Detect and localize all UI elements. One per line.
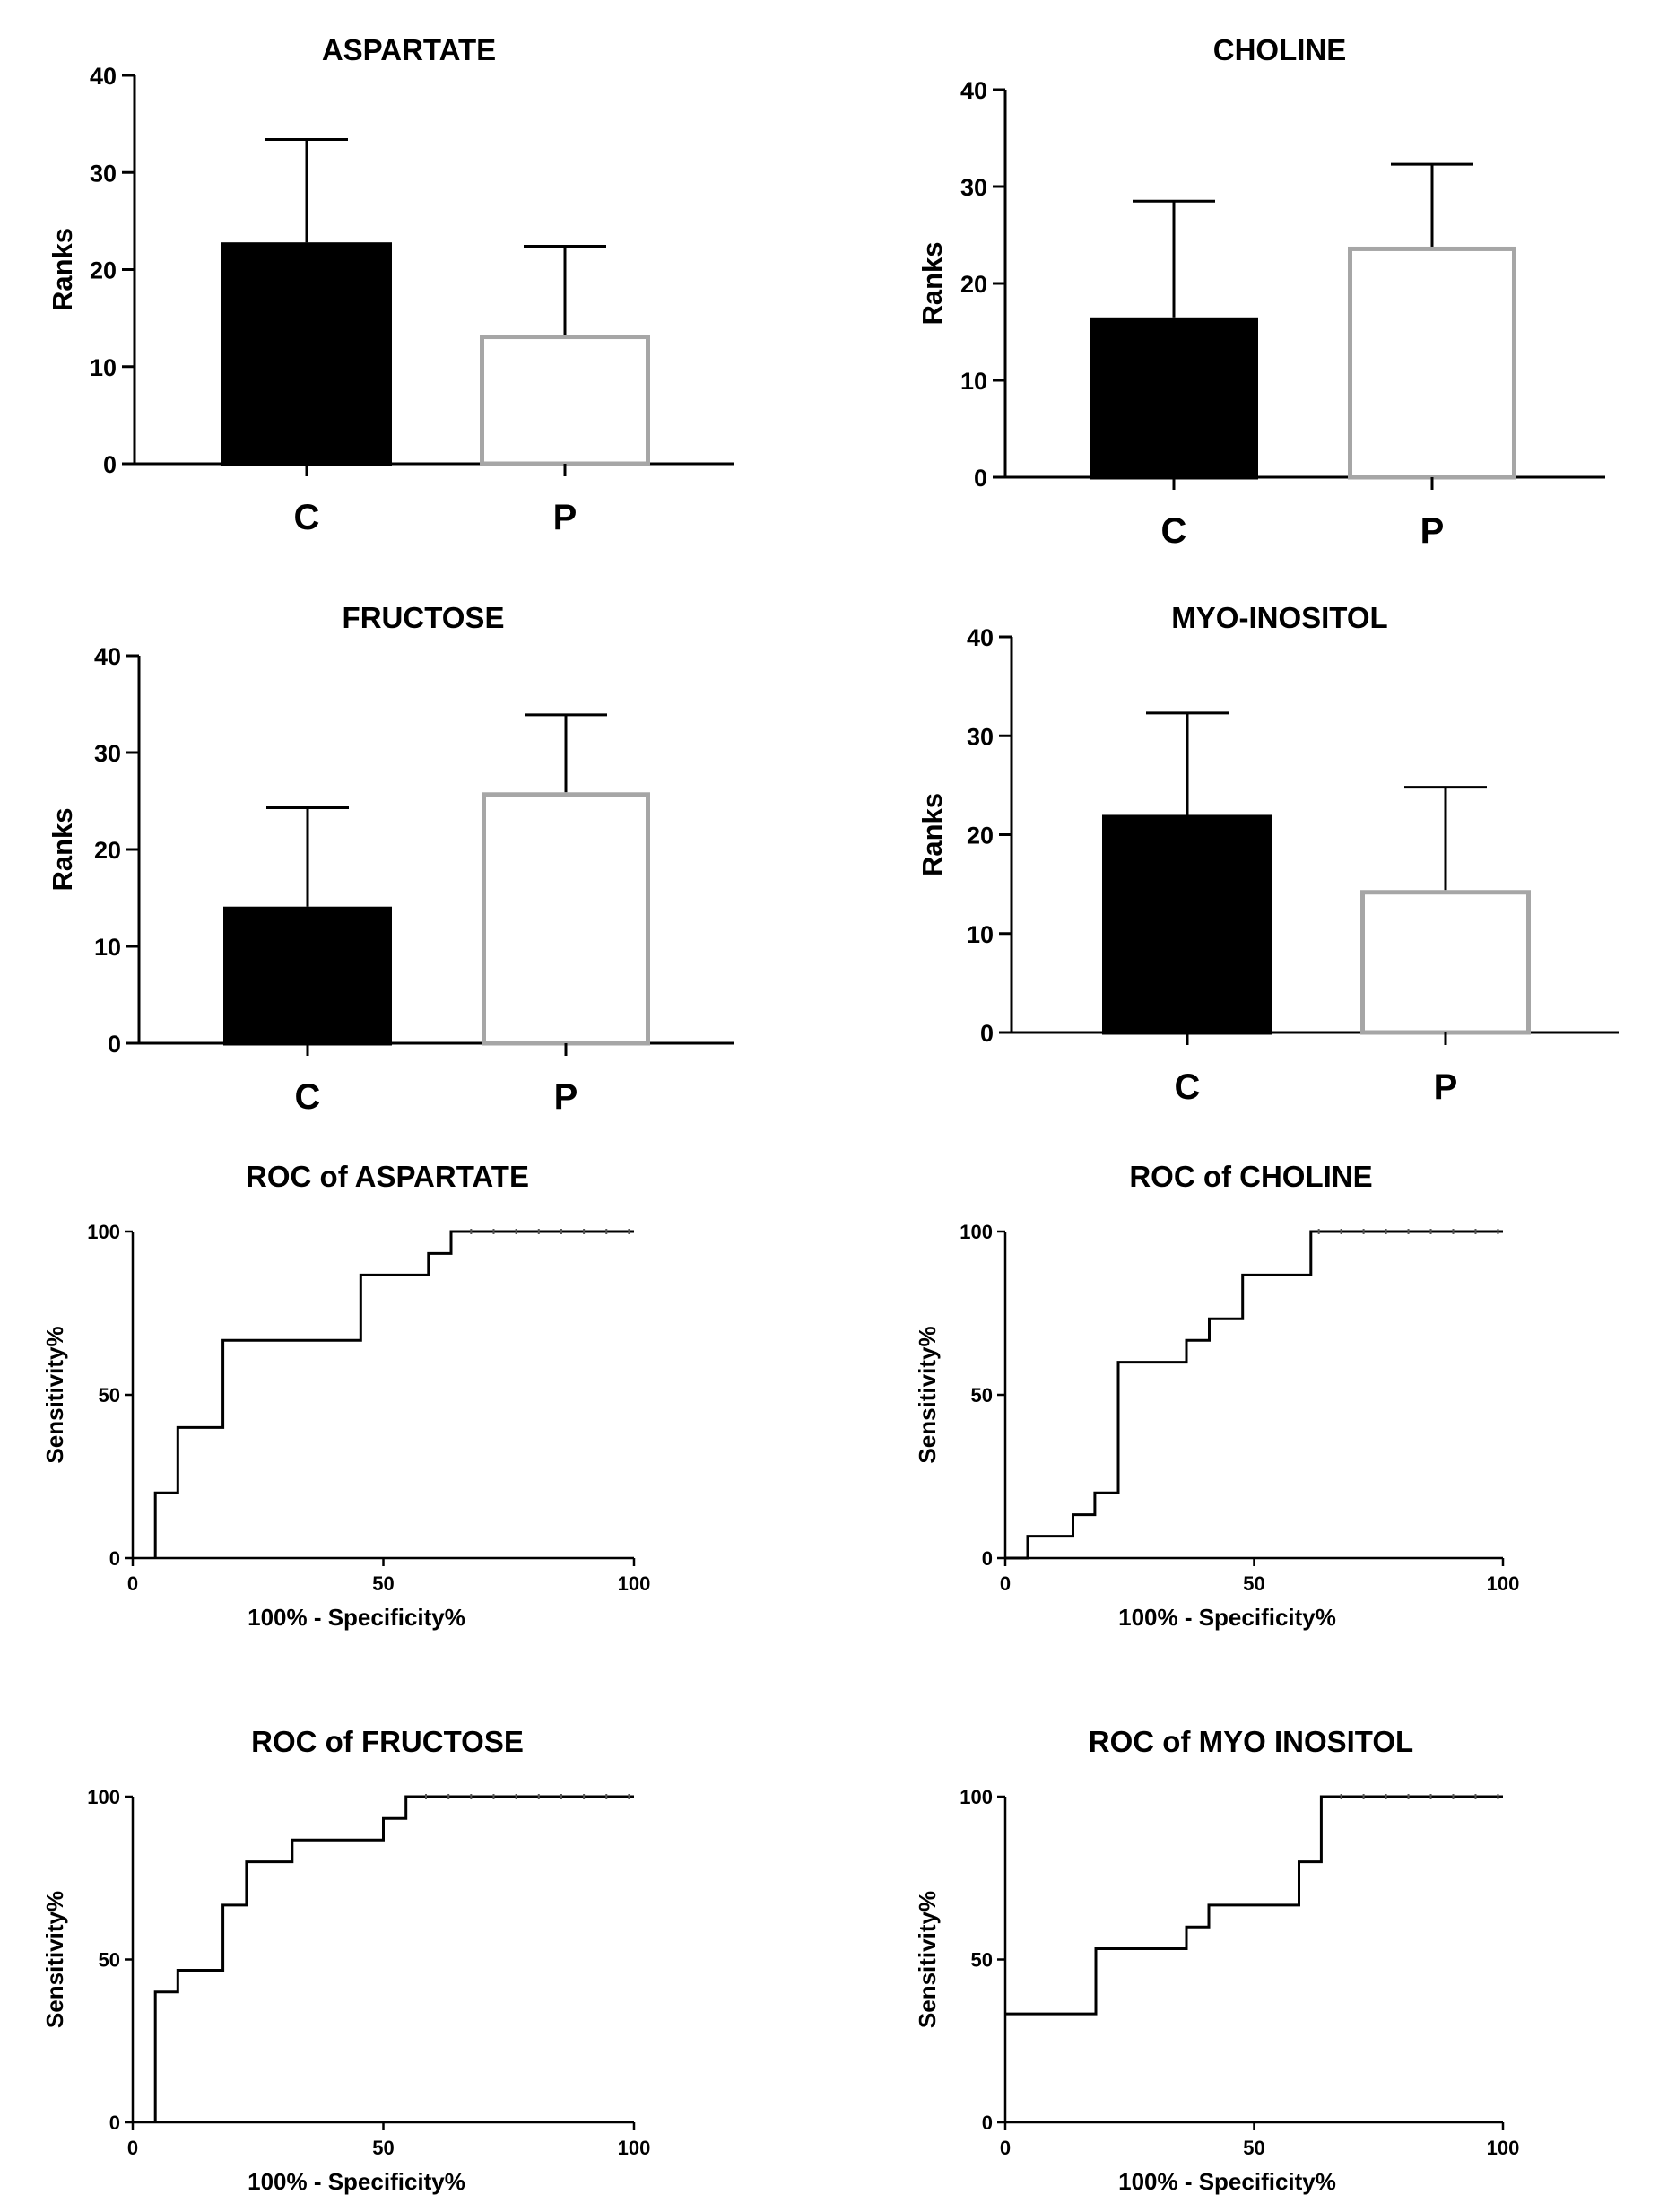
roc-chart: ROC of CHOLINE 0 50 100 0 50 100 100% - Specifi… — [914, 1160, 1519, 1631]
bar — [223, 906, 392, 1046]
chart-title: MYO-INOSITOL — [1171, 601, 1387, 634]
bar — [221, 242, 392, 466]
y-tick-label: 100 — [960, 1786, 993, 1808]
y-axis-label: Ranks — [916, 793, 948, 876]
bar — [1090, 317, 1258, 480]
y-tick-label: 30 — [967, 723, 994, 750]
y-tick-label: 0 — [109, 1547, 120, 1570]
y-tick-label: 40 — [94, 643, 121, 670]
category-label: P — [1434, 1067, 1458, 1107]
x-tick-label: 50 — [1243, 2137, 1264, 2159]
y-tick-label: 50 — [971, 1384, 993, 1406]
x-axis-label: 100% - Specificity% — [248, 2168, 465, 2195]
bar — [1360, 890, 1531, 1035]
roc-curve — [1005, 1795, 1503, 2016]
y-tick-label: 10 — [90, 354, 117, 381]
y-axis-label: Sensitivity% — [914, 1326, 941, 1463]
x-tick-label: 0 — [1000, 2137, 1011, 2159]
y-axis-label: Sensitivity% — [41, 1891, 68, 2028]
y-tick-label: 50 — [99, 1949, 120, 1972]
y-axis-label: Sensitivity% — [41, 1326, 68, 1463]
y-tick-label: 30 — [90, 160, 117, 187]
chart-title: ROC of CHOLINE — [1129, 1160, 1372, 1193]
y-tick-label: 10 — [967, 921, 994, 948]
x-axis-label: 100% - Specificity% — [1118, 2168, 1336, 2195]
y-axis-label: Ranks — [916, 241, 948, 325]
bar — [482, 792, 650, 1046]
y-tick-label: 100 — [960, 1221, 993, 1243]
x-tick-label: 100 — [1487, 2137, 1520, 2159]
y-tick-label: 30 — [960, 174, 987, 201]
y-tick-label: 40 — [90, 63, 117, 90]
x-tick-label: 100 — [618, 2137, 651, 2159]
chart-title: CHOLINE — [1213, 33, 1347, 66]
bar — [1348, 246, 1516, 480]
x-tick-label: 50 — [372, 2137, 394, 2159]
chart-title: FRUCTOSE — [343, 601, 505, 634]
y-tick-label: 40 — [967, 624, 994, 651]
y-tick-label: 0 — [103, 451, 117, 478]
y-tick-label: 0 — [982, 2112, 993, 2134]
y-axis-label: Sensitivity% — [914, 1891, 941, 2028]
y-tick-label: 20 — [967, 823, 994, 849]
category-label: C — [1161, 511, 1187, 551]
roc-curve — [1005, 1230, 1503, 1560]
y-tick-label: 10 — [960, 368, 987, 395]
y-tick-label: 30 — [94, 740, 121, 767]
category-label: P — [1420, 511, 1445, 551]
x-tick-label: 0 — [127, 2137, 138, 2159]
roc-chart: ROC of MYO INOSITOL 0 50 100 0 50 100 100% - Sp… — [914, 1725, 1519, 2195]
chart-title: ROC of MYO INOSITOL — [1089, 1725, 1413, 1758]
y-tick-label: 20 — [960, 271, 987, 298]
x-tick-label: 100 — [618, 1572, 651, 1595]
roc-chart: ROC of FRUCTOSE 0 50 100 0 50 100 100% - Specif… — [41, 1725, 650, 2195]
y-tick-label: 0 — [982, 1547, 993, 1570]
roc-curve — [153, 1230, 634, 1558]
y-tick-label: 50 — [99, 1384, 120, 1406]
category-label: P — [553, 498, 578, 537]
y-tick-label: 40 — [960, 77, 987, 104]
bar-chart: FRUCTOSE 0 10 20 30 40 Ranks C P — [47, 601, 734, 1117]
y-tick-label: 20 — [94, 837, 121, 864]
x-axis-label: 100% - Specificity% — [1118, 1604, 1336, 1631]
bar-chart: CHOLINE 0 10 20 30 40 Ranks C P — [916, 33, 1605, 551]
x-axis-label: 100% - Specificity% — [248, 1604, 465, 1631]
bar — [480, 335, 650, 466]
roc-curve — [153, 1795, 634, 2122]
roc-chart: ROC of ASPARTATE 0 50 100 0 50 100 100% - Speci… — [41, 1160, 650, 1631]
x-tick-label: 50 — [1243, 1572, 1264, 1595]
y-tick-label: 0 — [108, 1031, 121, 1058]
x-tick-label: 100 — [1487, 1572, 1520, 1595]
y-tick-label: 0 — [109, 2112, 120, 2134]
bar-chart: MYO-INOSITOL 0 10 20 30 40 Ranks C P — [916, 601, 1619, 1107]
y-tick-label: 100 — [87, 1786, 120, 1808]
category-label: C — [1175, 1067, 1201, 1107]
y-tick-label: 0 — [974, 465, 987, 492]
category-label: P — [554, 1077, 578, 1117]
y-tick-label: 50 — [971, 1949, 993, 1972]
chart-title: ASPARTATE — [322, 33, 496, 66]
category-label: C — [295, 1077, 321, 1117]
x-tick-label: 50 — [372, 1572, 394, 1595]
y-axis-label: Ranks — [47, 807, 78, 891]
y-tick-label: 10 — [94, 934, 121, 961]
y-tick-label: 0 — [980, 1020, 994, 1047]
bar-chart: ASPARTATE 0 10 20 30 40 Ranks C P — [47, 33, 734, 537]
chart-title: ROC of ASPARTATE — [246, 1160, 529, 1193]
x-tick-label: 0 — [1000, 1572, 1011, 1595]
chart-title: ROC of FRUCTOSE — [251, 1725, 524, 1758]
bar — [1102, 814, 1272, 1035]
y-tick-label: 20 — [90, 257, 117, 284]
y-axis-label: Ranks — [47, 228, 78, 311]
y-tick-label: 100 — [87, 1221, 120, 1243]
category-label: C — [294, 498, 320, 537]
x-tick-label: 0 — [127, 1572, 138, 1595]
